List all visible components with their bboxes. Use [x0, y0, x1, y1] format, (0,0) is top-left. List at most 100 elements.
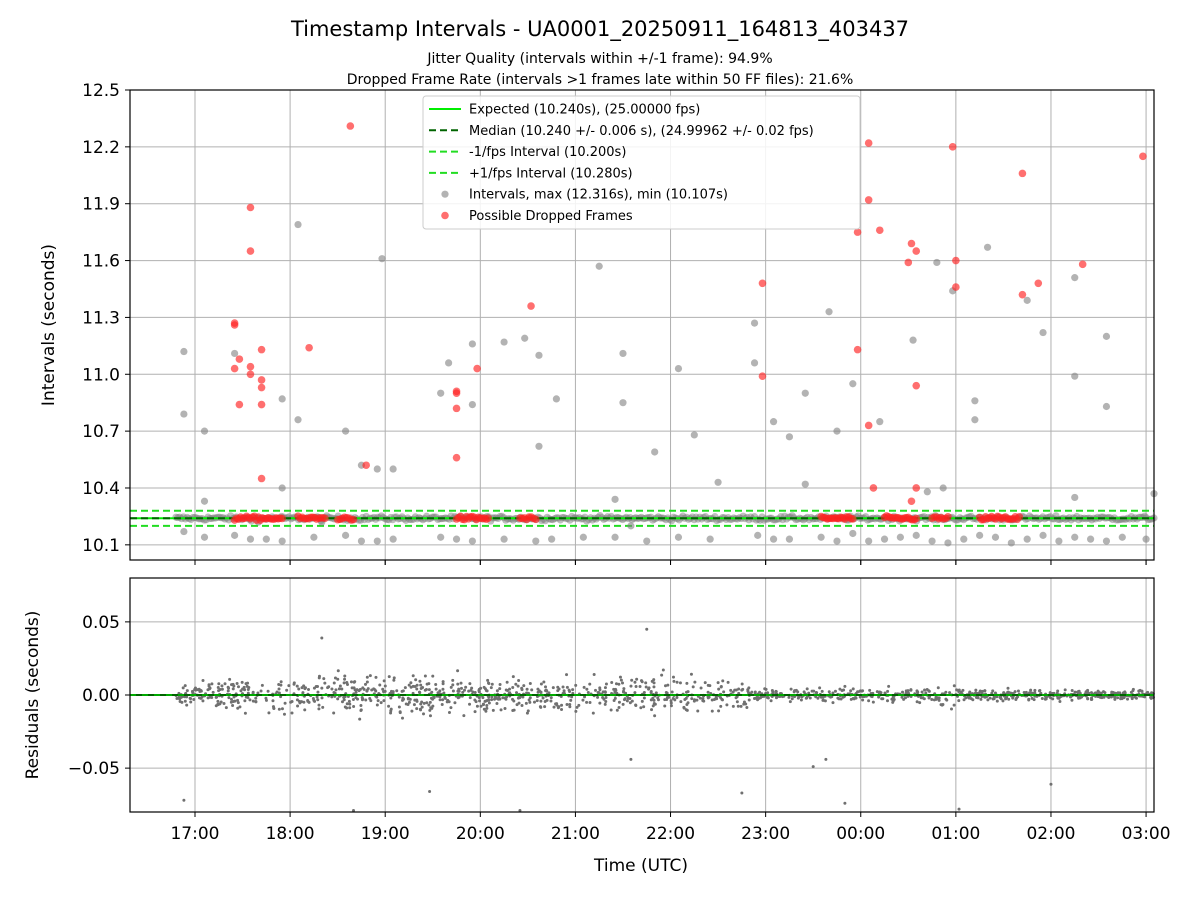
- residual-point: [316, 690, 320, 694]
- residual-point: [1103, 691, 1107, 695]
- interval-point: [833, 537, 841, 545]
- dropped-frame-point: [948, 143, 957, 151]
- interval-point: [714, 478, 722, 486]
- legend-swatch-intervals: [441, 190, 449, 198]
- residual-point: [642, 690, 646, 694]
- legend-label: Expected (10.240s), (25.00000 fps): [469, 103, 700, 118]
- interval-point: [389, 465, 397, 473]
- residual-point: [669, 701, 673, 705]
- residual-point: [208, 695, 212, 699]
- residual-point: [843, 801, 847, 805]
- interval-point: [611, 495, 619, 503]
- residual-point: [478, 699, 482, 703]
- residual-point: [231, 687, 235, 691]
- residual-point: [1073, 690, 1077, 694]
- residual-point: [410, 709, 414, 713]
- residual-point: [634, 684, 638, 688]
- residual-point: [235, 682, 239, 686]
- residual-point: [364, 698, 368, 702]
- residual-point: [251, 699, 255, 703]
- residual-point: [233, 699, 237, 703]
- dropped-frame-point: [907, 239, 916, 248]
- residual-point: [934, 695, 938, 699]
- residual-point: [747, 686, 751, 690]
- residual-point: [906, 691, 910, 695]
- residual-point: [861, 698, 865, 702]
- residual-point: [428, 714, 432, 718]
- top-y-tick-label: 10.1: [82, 536, 120, 556]
- residual-point: [815, 691, 819, 695]
- residual-point: [568, 705, 572, 709]
- dropped-frame-point: [758, 372, 767, 380]
- residual-point: [487, 698, 491, 702]
- residual-point: [400, 689, 404, 693]
- residual-point: [243, 699, 247, 703]
- residual-point: [317, 703, 321, 707]
- residual-point: [218, 702, 222, 706]
- interval-point: [849, 380, 857, 388]
- residual-point: [831, 691, 835, 695]
- interval-point: [452, 535, 461, 543]
- residual-point: [475, 704, 479, 708]
- residual-point: [223, 682, 227, 686]
- residual-point: [644, 681, 648, 685]
- residual-point: [887, 684, 891, 688]
- residual-point: [498, 682, 502, 686]
- residual-point: [420, 705, 424, 709]
- residual-point: [201, 679, 205, 683]
- residual-point: [593, 688, 597, 692]
- top-y-tick-label: 12.5: [82, 81, 120, 101]
- residual-point: [940, 703, 944, 707]
- residual-point: [977, 691, 981, 695]
- interval-point: [1055, 537, 1063, 545]
- residual-point: [365, 680, 369, 684]
- residual-point: [731, 690, 735, 694]
- dropped-frame-point: [230, 321, 239, 329]
- residual-point: [1013, 690, 1017, 694]
- residual-point: [670, 690, 674, 694]
- residual-point: [685, 690, 689, 694]
- residual-point: [443, 695, 447, 699]
- residual-point: [642, 696, 646, 700]
- residual-point: [431, 704, 435, 708]
- residual-point: [565, 673, 569, 677]
- residual-point: [1040, 696, 1044, 700]
- residual-point: [277, 683, 281, 687]
- x-tick-label: 03:00: [1122, 824, 1171, 844]
- dropped-frame-point: [452, 389, 461, 398]
- residual-point: [302, 684, 306, 688]
- residual-point: [511, 675, 515, 679]
- interval-point: [991, 533, 1000, 541]
- residual-point: [1006, 690, 1010, 694]
- intervals-panel: 10.1 10.4 10.7 11.0 11.3 11.6 11.9 12.2 12.5: [82, 81, 1158, 565]
- top-y-tick-label: 10.7: [82, 422, 120, 442]
- interval-point: [278, 484, 286, 492]
- residual-point: [957, 688, 961, 692]
- residual-point: [267, 711, 271, 715]
- residual-point: [1043, 697, 1047, 701]
- residual-point: [525, 687, 529, 691]
- dropped-frame-point: [230, 364, 239, 373]
- residual-point: [742, 702, 746, 706]
- dropped-frame-point: [452, 453, 461, 462]
- residual-point: [807, 691, 811, 695]
- legend-label: -1/fps Interval (10.200s): [469, 145, 626, 160]
- residual-point: [474, 700, 478, 704]
- bottom-y-tick-label: −0.05: [68, 759, 120, 779]
- interval-point: [1118, 533, 1126, 541]
- legend: Expected (10.240s), (25.00000 fps) Median…: [422, 95, 861, 230]
- residual-point: [716, 681, 720, 685]
- interval-point: [785, 535, 794, 543]
- residual-point: [401, 698, 405, 702]
- residual-point: [1029, 688, 1033, 692]
- interval-point: [750, 359, 759, 367]
- residual-point: [821, 698, 825, 702]
- residual-point: [991, 689, 995, 693]
- residual-point: [812, 689, 816, 693]
- residual-point: [585, 700, 589, 704]
- residual-point: [827, 690, 831, 694]
- residual-point: [945, 698, 949, 702]
- residual-point: [710, 698, 714, 702]
- interval-point: [801, 480, 809, 488]
- residual-point: [340, 700, 344, 704]
